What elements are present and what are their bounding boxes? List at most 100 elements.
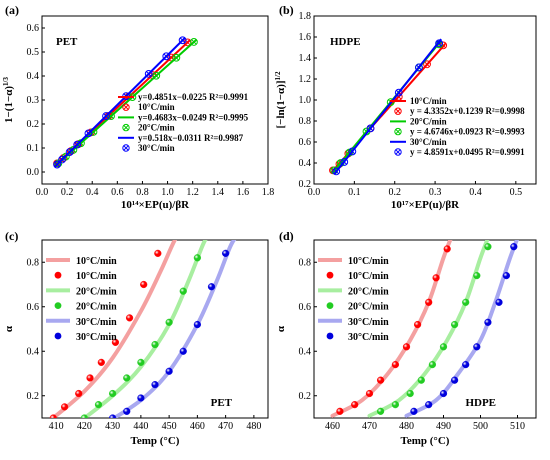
- marker-cross: [85, 130, 92, 137]
- data-point: [193, 320, 201, 329]
- panel-label: (a): [5, 3, 19, 17]
- data-point: [435, 39, 444, 48]
- x-tick-label: 460: [325, 421, 340, 432]
- x-tick-label: 470: [218, 421, 233, 432]
- marker-cross: [70, 147, 77, 153]
- y-axis-label: 1−(1−α)1/3: [2, 77, 15, 123]
- x-axis-label: 10¹⁴×EP(u)/βR: [121, 199, 190, 211]
- legend-marker-cross: [123, 145, 129, 151]
- legend-marker: [326, 332, 334, 340]
- y-tick-label: 0.8: [299, 257, 312, 268]
- marker-ring: [178, 36, 187, 45]
- data-point: [439, 343, 448, 351]
- data-point: [102, 112, 110, 120]
- legend-marker: [394, 127, 402, 136]
- legend-point-label: 20°C/min: [348, 302, 389, 313]
- series-30c-per-min: [53, 36, 187, 169]
- data-point: [332, 167, 341, 176]
- x-tick-label: 0.2: [388, 187, 401, 198]
- marker-ring: [423, 60, 431, 69]
- data-point: [366, 124, 375, 133]
- marker-ring: [340, 158, 349, 166]
- legend-point-label: 20°C/min: [76, 302, 117, 313]
- x-tick-label: 410: [49, 421, 64, 432]
- legend-marker: [122, 144, 130, 152]
- data-point: [190, 38, 198, 46]
- panel-c: 410 420 430 440 450 460 470 480 0.2 0.4 0.6 0.8 (c) P…: [3, 229, 269, 447]
- x-tick-label: 0.1: [348, 187, 361, 198]
- plot-frame: [41, 239, 269, 419]
- data-point: [484, 243, 492, 251]
- data-point: [69, 146, 78, 154]
- marker-cross: [66, 149, 73, 155]
- legend-marker: [394, 107, 402, 115]
- material-label: PET: [56, 36, 78, 48]
- y-tick-label: 0.3: [27, 95, 40, 106]
- legend-marker: [122, 123, 130, 132]
- data-point: [425, 401, 433, 409]
- data-point: [365, 389, 374, 398]
- x-tick-label: 0.6: [111, 187, 124, 198]
- y-tick-label: 0.2: [299, 179, 312, 190]
- marker-ring: [102, 112, 110, 120]
- legend-curve-label: 20°C/min: [348, 286, 389, 297]
- y-tick-label: 1.4: [299, 53, 312, 64]
- marker-cross: [153, 73, 160, 79]
- data-point: [162, 52, 171, 61]
- legend-series-label: 10°C/min: [138, 102, 175, 112]
- x-tick-label: 420: [77, 421, 92, 432]
- y-tick-label: 0.4: [27, 71, 40, 82]
- data-point: [49, 414, 57, 418]
- legend-marker-cross: [395, 129, 401, 135]
- marker-ring: [84, 129, 93, 138]
- marker-ring: [53, 160, 61, 169]
- x-tick-label: 0.5: [510, 187, 523, 198]
- data-point: [80, 414, 88, 418]
- marker-cross: [179, 37, 186, 43]
- marker-ring: [190, 38, 198, 46]
- data-point: [109, 389, 117, 398]
- fit-curve: [49, 240, 178, 418]
- x-tick-label: 1.4: [212, 187, 225, 198]
- legend-marker: [326, 302, 334, 309]
- data-point: [137, 394, 145, 402]
- y-tick-label: 0.6: [299, 137, 312, 148]
- data-point: [351, 401, 359, 409]
- material-label: PET: [211, 397, 233, 409]
- y-tick-label: 0.5: [27, 47, 40, 58]
- legend-curve-label: 30°C/min: [76, 317, 117, 328]
- x-tick-label: 1.2: [186, 187, 199, 198]
- data-point: [410, 407, 418, 415]
- marker-ring: [172, 53, 181, 62]
- marker-ring: [435, 39, 444, 48]
- series-10c-per-min: [49, 240, 178, 418]
- data-point: [53, 160, 61, 169]
- x-tick-label: 0.2: [61, 187, 74, 198]
- legend-marker: [54, 302, 62, 309]
- marker-ring: [162, 52, 171, 61]
- marker-cross: [424, 61, 430, 68]
- fit-curve: [404, 240, 519, 418]
- marker-ring: [69, 146, 78, 154]
- data-point: [425, 298, 433, 306]
- series-30c-per-min: [404, 240, 519, 418]
- x-tick-label: 1.6: [237, 187, 250, 198]
- legend: y=0.4851x−0.0225 R²=0.999110°C/miny=0.46…: [118, 92, 249, 153]
- y-tick-label: 0.2: [27, 391, 40, 402]
- y-tick-label: 1.8: [299, 11, 312, 22]
- data-point: [428, 361, 437, 369]
- marker-cross: [145, 71, 152, 77]
- data-point: [391, 401, 400, 409]
- data-point: [178, 36, 187, 45]
- legend-fit-label: 30°C/min: [410, 137, 447, 147]
- data-point: [123, 407, 131, 415]
- legend-marker: [54, 332, 62, 340]
- marker-cross: [191, 39, 197, 45]
- x-tick-label: 1.8: [262, 187, 275, 198]
- data-point: [179, 347, 187, 355]
- data-point: [340, 158, 349, 166]
- y-tick-label: 0.2: [299, 391, 312, 402]
- data-point: [502, 272, 511, 280]
- y-tick-label: 0.4: [27, 346, 40, 357]
- marker-cross: [59, 156, 65, 163]
